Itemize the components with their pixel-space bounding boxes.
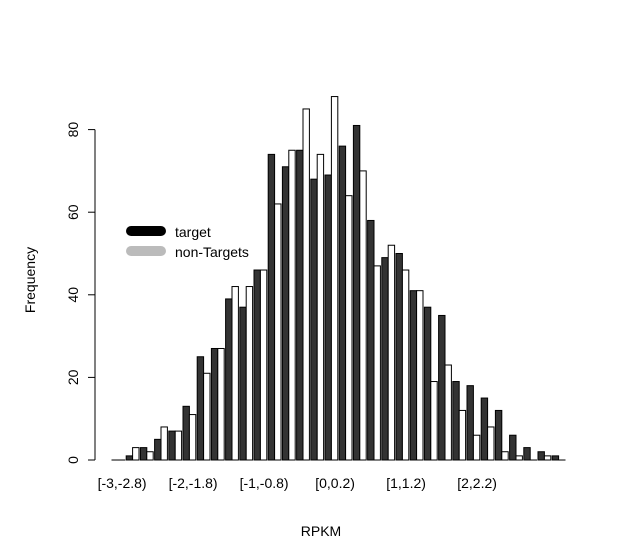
x-axis-label: RPKM xyxy=(301,523,341,539)
bar-target xyxy=(509,434,517,461)
bar-target xyxy=(168,430,176,461)
bar-non-targets xyxy=(501,451,509,461)
x-tick-label: [0,0.2) xyxy=(315,475,355,491)
bar-target xyxy=(296,149,304,461)
bar-target xyxy=(367,219,375,461)
bar-non-targets xyxy=(316,153,325,461)
y-axis-label: Frequency xyxy=(22,247,38,313)
bar-target xyxy=(352,124,361,461)
bar-non-targets xyxy=(472,434,481,461)
bar-target xyxy=(139,447,148,461)
bar-non-targets xyxy=(174,430,183,461)
bar-target xyxy=(452,381,460,461)
bar-target xyxy=(480,397,489,461)
bar-non-targets xyxy=(188,414,197,461)
x-tick-label: [-3,-2.8) xyxy=(98,475,147,491)
bar-non-targets xyxy=(487,426,495,461)
x-tick-label: [-2,-1.8) xyxy=(169,475,218,491)
y-tick-label: 20 xyxy=(65,369,81,385)
bar-non-targets xyxy=(288,149,296,461)
bar-target xyxy=(324,174,332,461)
bar-target xyxy=(551,455,560,461)
bar-non-targets xyxy=(345,195,353,461)
bar-target xyxy=(310,178,318,461)
bar-non-targets xyxy=(231,286,239,461)
bar-target xyxy=(253,269,261,461)
legend-label-non-targets: non-Targets xyxy=(175,244,249,260)
bar-non-targets xyxy=(543,455,552,461)
bar-target xyxy=(381,257,389,461)
y-tick-label: 0 xyxy=(65,456,81,464)
bar-target xyxy=(537,451,545,461)
bar-non-targets xyxy=(259,269,268,461)
x-tick-label: [1,1.2) xyxy=(386,475,426,491)
x-tick-label: [-1,-0.8) xyxy=(240,475,289,491)
bar-target xyxy=(154,438,162,461)
y-tick-label: 80 xyxy=(65,122,81,138)
bar-target xyxy=(423,306,432,461)
legend: target non-Targets xyxy=(126,224,249,260)
legend-label-target: target xyxy=(175,224,211,240)
x-tick-label: [2,2.2) xyxy=(457,475,497,491)
bar-target xyxy=(196,356,205,461)
bar-non-targets xyxy=(302,108,310,461)
bar-non-targets xyxy=(217,347,225,461)
bar-target xyxy=(466,385,474,461)
bars-group xyxy=(111,96,566,461)
bar-target xyxy=(225,298,233,461)
bar-target xyxy=(438,314,446,461)
bar-target xyxy=(494,409,503,461)
bar-non-targets xyxy=(515,455,523,461)
bar-non-targets xyxy=(245,286,254,461)
bar-target xyxy=(182,405,190,461)
x-tick-labels: [-3,-2.8) [-2,-1.8) [-1,-0.8) [0,0.2) [1,1.2… xyxy=(98,475,497,491)
bar-target xyxy=(409,290,418,461)
bar-non-targets xyxy=(387,244,396,461)
bar-non-targets xyxy=(203,372,211,461)
bar-non-targets xyxy=(132,447,140,461)
bar-target xyxy=(267,153,276,461)
y-tick-label: 60 xyxy=(65,204,81,220)
bar-non-targets xyxy=(401,269,410,461)
bar-target xyxy=(338,145,347,461)
bar-non-targets xyxy=(458,409,467,461)
bar-non-targets xyxy=(373,265,381,461)
bar-target xyxy=(395,253,403,461)
bar-non-targets xyxy=(330,96,339,461)
bar-non-targets xyxy=(160,426,168,461)
bar-target xyxy=(523,447,531,461)
bar-non-targets xyxy=(359,170,367,461)
bar-non-targets xyxy=(274,203,282,461)
bar-target xyxy=(239,306,247,461)
bar-non-targets xyxy=(444,364,452,461)
bar-non-targets xyxy=(146,451,154,461)
y-axis: 0 20 40 60 80 xyxy=(65,122,96,464)
bar-target xyxy=(125,455,134,461)
bar-non-targets xyxy=(430,381,438,461)
bar-target xyxy=(210,347,219,461)
bar-target xyxy=(281,166,290,461)
y-tick-label: 40 xyxy=(65,287,81,303)
bar-non-targets xyxy=(416,290,424,461)
